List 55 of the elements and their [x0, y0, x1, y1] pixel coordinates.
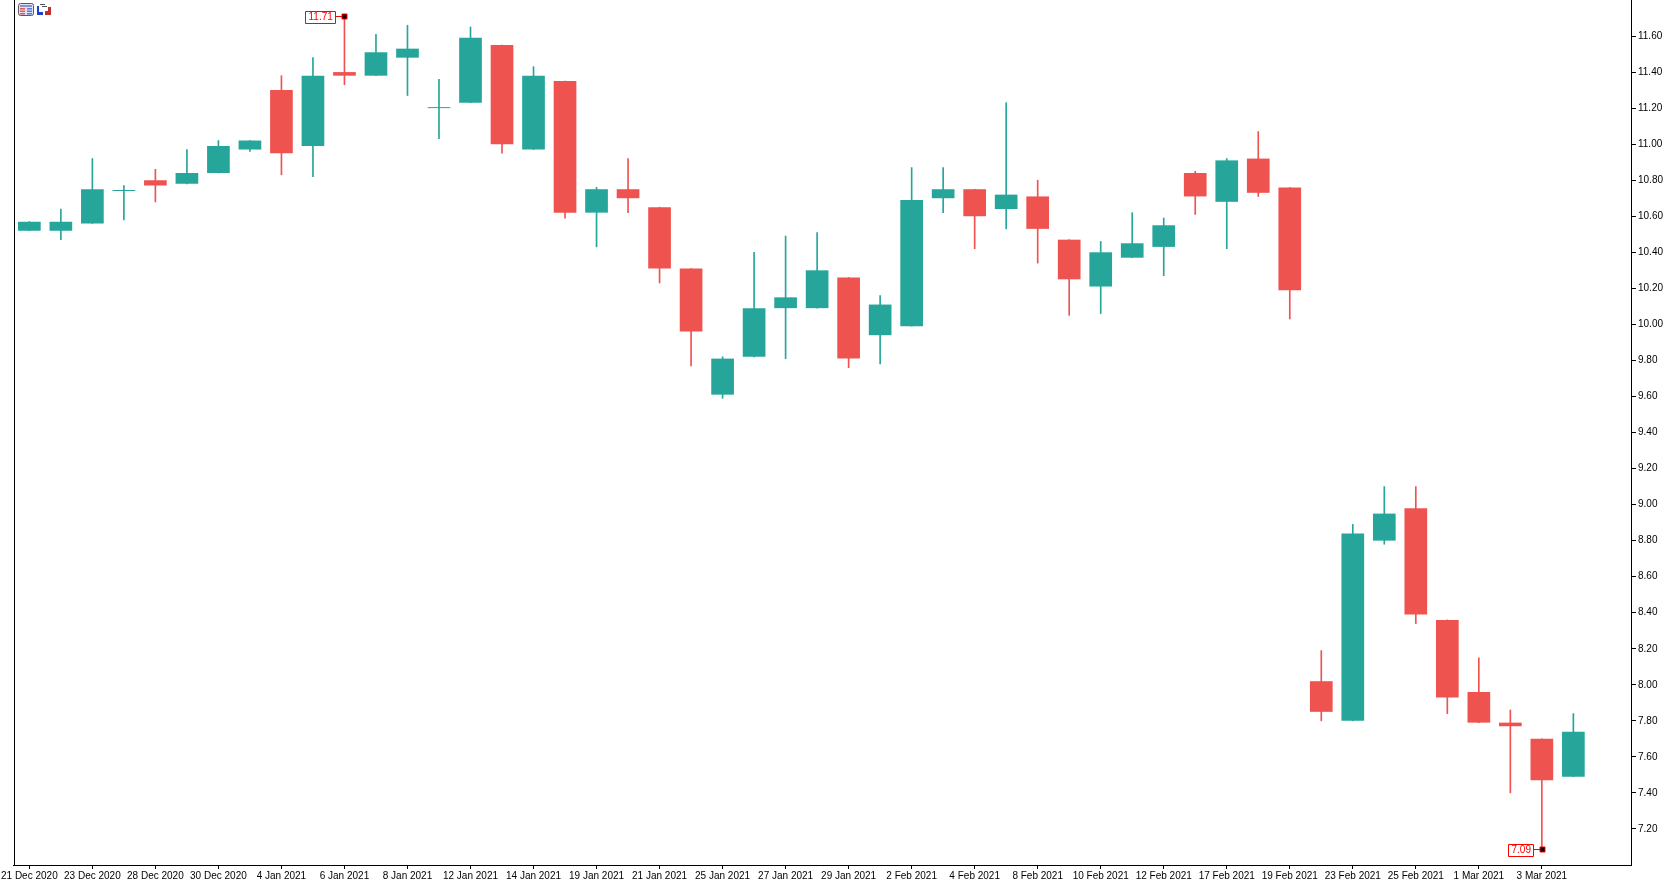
x-tick-label: 4 Jan 2021	[256, 869, 307, 881]
y-tick-label: 9.20	[1637, 462, 1658, 474]
x-tick-label: 27 Jan 2021	[758, 869, 814, 881]
x-tick-label: 14 Jan 2021	[505, 869, 562, 881]
x-tick-label: 23 Dec 2020	[64, 869, 122, 881]
x-tick-label: 17 Feb 2021	[1198, 869, 1256, 881]
candlestick	[427, 78, 451, 140]
y-tick-label: 9.40	[1637, 426, 1658, 438]
x-tick-label: 29 Jan 2021	[821, 869, 877, 881]
y-tick-label: 10.40	[1637, 246, 1664, 258]
candlestick	[112, 185, 136, 221]
x-tick-label: 19 Jan 2021	[569, 869, 625, 881]
x-tick-label: 8 Feb 2021	[1012, 869, 1064, 881]
y-tick-label: 11.60	[1637, 29, 1663, 41]
y-tick-label: 10.20	[1637, 282, 1664, 294]
y-tick-label: 9.60	[1637, 390, 1658, 402]
y-tick-label: 8.00	[1637, 678, 1658, 690]
y-tick-label: 7.40	[1637, 786, 1658, 798]
y-tick-label: 9.80	[1637, 354, 1658, 366]
candlestick	[931, 167, 955, 213]
y-tick-label: 9.00	[1637, 498, 1658, 510]
x-tick-label: 23 Feb 2021	[1324, 869, 1382, 881]
x-tick-label: 28 Dec 2020	[127, 869, 185, 881]
y-tick-label: 8.60	[1637, 570, 1658, 582]
y-tick-label: 10.60	[1637, 210, 1664, 221]
x-tick-label: 4 Feb 2021	[949, 869, 1001, 881]
y-tick-label: 11.40	[1637, 65, 1663, 77]
x-tick-label: 21 Dec 2020	[1, 869, 59, 881]
x-tick-label: 3 Mar 2021	[1516, 869, 1568, 881]
candlestick	[616, 158, 640, 213]
y-tick-label: 7.20	[1637, 822, 1658, 834]
y-tick-label: 11.20	[1637, 101, 1663, 113]
x-tick-label: 12 Jan 2021	[442, 869, 499, 881]
y-tick-label: 11.00	[1637, 137, 1663, 149]
y-tick-label: 10.00	[1637, 318, 1664, 330]
y-tick-label: 10.80	[1637, 173, 1664, 185]
x-tick-label: 6 Jan 2021	[319, 869, 370, 881]
x-tick-label: 8 Jan 2021	[382, 869, 433, 881]
candlestick	[994, 102, 1018, 230]
y-tick-label: 8.40	[1637, 606, 1658, 618]
y-tick-label: 8.20	[1637, 642, 1658, 654]
x-tick-label: 10 Feb 2021	[1072, 869, 1130, 881]
x-tick-label: 21 Jan 2021	[632, 869, 688, 881]
x-tick-label: 25 Jan 2021	[695, 869, 751, 881]
annotation: 11.71	[308, 11, 334, 23]
annotation: 7.09	[1511, 844, 1532, 856]
x-tick-label: 30 Dec 2020	[190, 869, 248, 881]
y-tick-label: 7.80	[1637, 714, 1658, 726]
x-tick-label: 25 Feb 2021	[1387, 869, 1445, 881]
y-tick-label: 8.80	[1637, 534, 1658, 546]
x-tick-label: 1 Mar 2021	[1453, 869, 1505, 881]
x-tick-label: 2 Feb 2021	[886, 869, 938, 881]
y-tick-label: 7.60	[1637, 750, 1658, 762]
x-tick-label: 19 Feb 2021	[1261, 869, 1319, 881]
x-tick-label: 12 Feb 2021	[1135, 869, 1193, 881]
